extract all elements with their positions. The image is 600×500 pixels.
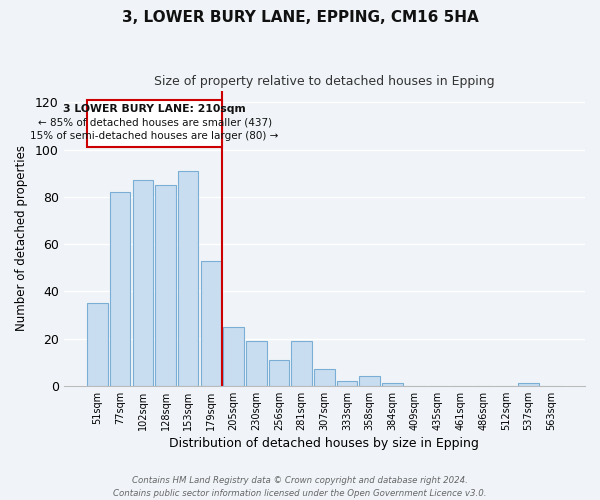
Bar: [88, 100, 222, 147]
Bar: [133, 180, 153, 386]
Bar: [155, 185, 176, 386]
Text: ← 85% of detached houses are smaller (437): ← 85% of detached houses are smaller (43…: [38, 118, 272, 128]
Text: Contains HM Land Registry data © Crown copyright and database right 2024.
Contai: Contains HM Land Registry data © Crown c…: [113, 476, 487, 498]
Title: Size of property relative to detached houses in Epping: Size of property relative to detached ho…: [154, 75, 494, 88]
Y-axis label: Number of detached properties: Number of detached properties: [15, 145, 28, 331]
Bar: [359, 376, 380, 386]
Bar: [382, 384, 403, 386]
Text: 3 LOWER BURY LANE: 210sqm: 3 LOWER BURY LANE: 210sqm: [63, 104, 246, 114]
Bar: [88, 303, 108, 386]
Bar: [246, 341, 266, 386]
Text: 15% of semi-detached houses are larger (80) →: 15% of semi-detached houses are larger (…: [31, 130, 279, 140]
Bar: [223, 327, 244, 386]
Bar: [518, 384, 539, 386]
Bar: [110, 192, 130, 386]
Bar: [201, 260, 221, 386]
Bar: [337, 381, 357, 386]
Text: 3, LOWER BURY LANE, EPPING, CM16 5HA: 3, LOWER BURY LANE, EPPING, CM16 5HA: [122, 10, 478, 25]
Bar: [314, 370, 335, 386]
Bar: [269, 360, 289, 386]
X-axis label: Distribution of detached houses by size in Epping: Distribution of detached houses by size …: [169, 437, 479, 450]
Bar: [292, 341, 312, 386]
Bar: [178, 171, 199, 386]
